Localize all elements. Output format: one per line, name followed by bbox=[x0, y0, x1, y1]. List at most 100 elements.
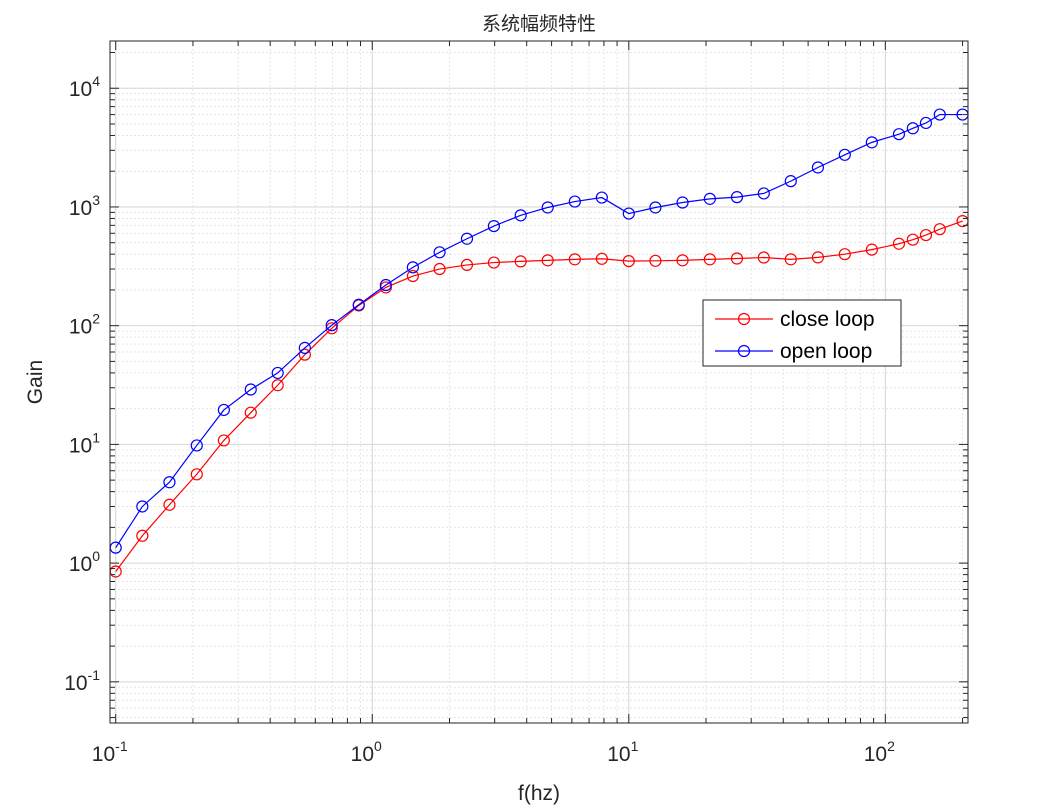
data-point bbox=[163, 498, 176, 511]
data-point bbox=[906, 233, 919, 246]
data-point bbox=[298, 341, 311, 354]
data-point bbox=[906, 122, 919, 135]
data-point bbox=[649, 254, 662, 267]
y-tick-label-base: 10 bbox=[69, 316, 92, 339]
data-point bbox=[271, 379, 284, 392]
data-point bbox=[271, 366, 284, 380]
legend-box bbox=[702, 299, 902, 367]
y-tick-label-exponent: 4 bbox=[92, 73, 100, 89]
data-point bbox=[244, 383, 257, 396]
data-point bbox=[190, 439, 203, 452]
y-tick-label: 10-1 bbox=[64, 667, 100, 695]
minor-grid bbox=[110, 41, 968, 723]
tick-marks bbox=[110, 41, 968, 723]
data-point bbox=[217, 434, 230, 447]
data-point bbox=[460, 258, 474, 272]
y-tick-label-base: 10 bbox=[64, 672, 87, 695]
y-tick-label: 101 bbox=[69, 429, 100, 457]
data-point bbox=[838, 248, 851, 261]
x-tick-label-exponent: 0 bbox=[374, 738, 382, 754]
data-point bbox=[514, 255, 527, 268]
data-point bbox=[811, 161, 825, 174]
data-point bbox=[136, 529, 149, 542]
x-tick-label-base: 10 bbox=[351, 743, 374, 766]
data-point bbox=[703, 192, 716, 205]
x-tick-label: 102 bbox=[864, 738, 895, 766]
data-point bbox=[325, 322, 338, 335]
data-point bbox=[622, 207, 635, 220]
legend: close loop open loop bbox=[702, 299, 902, 367]
y-tick-label-base: 10 bbox=[69, 434, 92, 457]
data-point bbox=[541, 201, 554, 214]
data-point bbox=[892, 237, 906, 250]
legend-marker bbox=[737, 344, 751, 358]
y-tick-label-exponent: 2 bbox=[92, 311, 100, 327]
data-point bbox=[460, 232, 474, 245]
x-tick-label: 100 bbox=[351, 738, 382, 766]
series-layer bbox=[109, 108, 969, 578]
y-tick-label-base: 10 bbox=[69, 78, 92, 101]
legend-marker bbox=[737, 312, 751, 326]
x-tick-label: 10-1 bbox=[92, 738, 128, 766]
data-point bbox=[541, 254, 554, 267]
x-tick-label-base: 10 bbox=[92, 743, 115, 766]
data-point bbox=[568, 253, 581, 266]
data-point bbox=[298, 348, 311, 361]
data-point bbox=[190, 468, 203, 481]
data-point bbox=[352, 298, 365, 311]
y-tick-label: 103 bbox=[69, 192, 100, 220]
data-point bbox=[757, 251, 770, 264]
x-tick-labels: 10-1 100 101 102 bbox=[92, 738, 895, 766]
data-point bbox=[757, 187, 770, 200]
x-tick-label-base: 10 bbox=[607, 743, 630, 766]
series-line bbox=[115, 220, 963, 572]
series-line bbox=[115, 113, 963, 548]
data-point bbox=[892, 128, 906, 141]
data-point bbox=[433, 246, 446, 259]
data-point bbox=[649, 201, 662, 214]
data-point bbox=[676, 196, 689, 209]
legend-label: close loop bbox=[780, 308, 875, 331]
data-point bbox=[163, 476, 176, 489]
plot-area bbox=[110, 41, 968, 723]
series-close-loop bbox=[109, 215, 969, 578]
x-tick-label-exponent: 2 bbox=[887, 738, 895, 754]
data-point bbox=[406, 269, 419, 283]
y-tick-label-base: 10 bbox=[69, 197, 92, 220]
y-tick-label-exponent: 1 bbox=[92, 429, 100, 445]
major-grid bbox=[110, 41, 968, 723]
data-point bbox=[433, 262, 446, 276]
series-open-loop bbox=[109, 108, 969, 554]
y-tick-label: 102 bbox=[69, 311, 100, 339]
chart-title: 系统幅频特性 bbox=[482, 13, 596, 35]
data-point bbox=[217, 403, 230, 417]
data-point bbox=[730, 191, 744, 204]
x-tick-label-exponent: -1 bbox=[115, 738, 128, 754]
data-point bbox=[379, 278, 392, 292]
data-point bbox=[595, 191, 608, 204]
y-tick-label-exponent: -1 bbox=[88, 667, 101, 683]
data-point bbox=[676, 254, 689, 267]
data-point bbox=[703, 253, 716, 266]
data-point bbox=[811, 251, 825, 264]
data-point bbox=[406, 261, 419, 274]
y-axis-label: Gain bbox=[24, 360, 47, 404]
data-point bbox=[622, 254, 635, 268]
data-point bbox=[784, 253, 797, 266]
y-tick-label-exponent: 0 bbox=[92, 548, 100, 564]
x-tick-label: 101 bbox=[607, 738, 638, 766]
y-tick-label: 100 bbox=[69, 548, 100, 576]
data-point bbox=[568, 195, 581, 208]
data-point bbox=[933, 108, 946, 121]
data-point bbox=[838, 148, 851, 161]
plot-frame bbox=[109, 40, 969, 724]
data-point bbox=[487, 256, 501, 269]
y-tick-label-exponent: 3 bbox=[92, 192, 100, 208]
data-point bbox=[244, 406, 257, 419]
data-point bbox=[595, 252, 608, 265]
x-tick-label-base: 10 bbox=[864, 743, 887, 766]
data-point bbox=[919, 228, 933, 242]
data-point bbox=[487, 219, 501, 233]
